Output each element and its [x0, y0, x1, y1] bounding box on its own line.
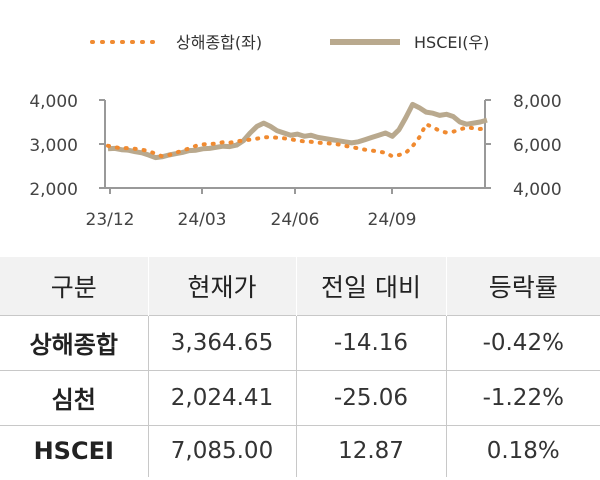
- x-tick-label: 24/06: [271, 210, 320, 230]
- row-rate: 0.18%: [445, 425, 600, 477]
- x-tick-label: 24/03: [178, 210, 227, 230]
- legend-label-hscei: HSCEI(우): [414, 33, 489, 52]
- right-y-ticks: 8,000 6,000 4,000: [485, 92, 562, 200]
- row-name: 상해종합: [29, 331, 118, 359]
- left-y-tick-label: 4,000: [29, 92, 78, 112]
- series-layer: [106, 101, 489, 161]
- chart-svg: 상해종합(좌) HSCEI(우) 4,000 3,000 2,000 8,000…: [29, 33, 562, 230]
- right-y-tick-label: 8,000: [513, 92, 562, 112]
- index-quote-table: 구분 현재가 전일 대비 등락률 상해종합 3,364.65 -14.16 -0…: [0, 257, 600, 477]
- series-line-hscei: [107, 101, 488, 161]
- row-price: 3,364.65: [147, 315, 296, 370]
- index-line-chart: 상해종합(좌) HSCEI(우) 4,000 3,000 2,000 8,000…: [29, 33, 562, 230]
- legend-label-shanghai: 상해종합(좌): [176, 33, 262, 52]
- table-row: 상해종합 3,364.65 -14.16 -0.42%: [0, 315, 600, 370]
- header-change: 전일 대비: [295, 257, 446, 315]
- row-price: 2,024.41: [147, 370, 296, 425]
- header-price: 현재가: [147, 257, 296, 315]
- right-y-tick-label: 6,000: [513, 136, 562, 156]
- chart-legend: 상해종합(좌) HSCEI(우): [90, 33, 489, 52]
- row-change: -14.16: [295, 315, 446, 370]
- x-tick-label: 24/09: [368, 210, 417, 230]
- right-y-tick-label: 4,000: [513, 180, 562, 200]
- row-change: 12.87: [295, 425, 446, 477]
- row-rate: -0.42%: [445, 315, 600, 370]
- left-y-ticks: 4,000 3,000 2,000: [29, 92, 105, 200]
- x-ticks: 23/12 24/03 24/06 24/09: [86, 188, 417, 230]
- row-price: 7,085.00: [147, 425, 296, 477]
- row-rate: -1.22%: [445, 370, 600, 425]
- series-line-shanghai: [106, 121, 489, 159]
- table-header-row: 구분 현재가 전일 대비 등락률: [0, 257, 600, 315]
- x-tick-label: 23/12: [86, 210, 135, 230]
- table-row: 심천 2,024.41 -25.06 -1.22%: [0, 370, 600, 425]
- left-y-tick-label: 2,000: [29, 180, 78, 200]
- header-rate: 등락률: [445, 257, 600, 315]
- left-y-tick-label: 3,000: [29, 136, 78, 156]
- table-row: HSCEI 7,085.00 12.87 0.18%: [0, 425, 600, 477]
- row-name: HSCEI: [33, 437, 114, 466]
- row-name: 심천: [51, 386, 96, 414]
- row-change: -25.06: [295, 370, 446, 425]
- header-category: 구분: [50, 272, 97, 302]
